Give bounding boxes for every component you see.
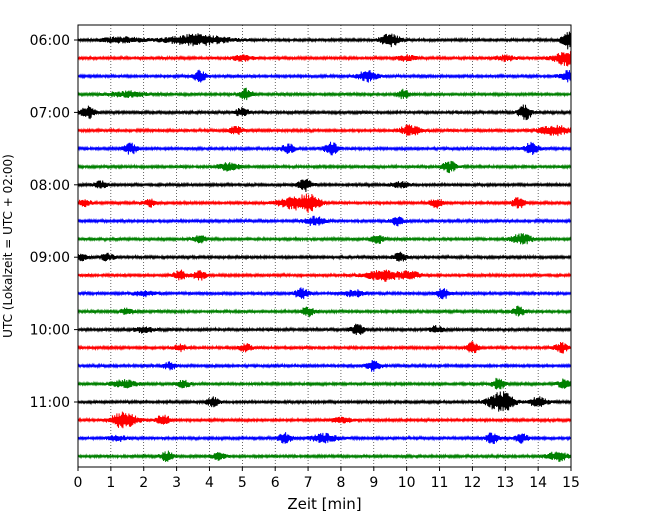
trace-row-1030 [77,359,572,372]
trace-row-0715 [77,124,572,137]
x-tick-label: 14 [529,475,547,491]
x-tick-label: 9 [369,475,378,491]
trace-row-0800 [77,179,572,193]
x-tick-label: 2 [139,475,148,491]
x-tick-label: 12 [463,475,481,491]
y-axis-ticks: 06:00 07:00 08:00 09:00 10:00 11:00 [30,33,78,411]
seismic-traces [77,31,572,462]
x-tick-label: 10 [398,475,416,491]
y-tick-label: 07:00 [30,105,70,121]
trace-row-0645 [77,87,572,101]
plot-frame [77,24,572,468]
x-axis-ticks: 0 1 2 3 4 5 6 7 8 9 10 11 12 13 14 15 [74,467,580,491]
x-axis-label: Zeit [min] [287,495,361,513]
trace-row-0915 [77,269,572,282]
trace-row-1015 [77,341,572,354]
trace-row-0930 [77,287,572,300]
x-tick-label: 6 [271,475,280,491]
trace-row-1130 [77,432,572,445]
trace-row-0730 [77,141,572,156]
x-tick-label: 11 [431,475,449,491]
y-tick-label: 11:00 [30,395,70,411]
trace-row-1000 [77,323,572,336]
x-tick-label: 4 [205,475,214,491]
y-tick-label: 09:00 [30,250,70,266]
y-axis-label: UTC (Lokalzeit = UTC + 02:00) [1,154,15,338]
x-tick-label: 15 [562,475,580,491]
x-tick-label: 8 [336,475,345,491]
y-tick-label: 10:00 [30,323,70,339]
trace-row-0700 [77,104,572,121]
trace-row-0945 [77,305,572,318]
trace-row-1145 [77,450,572,462]
trace-row-0600 [77,31,572,50]
x-tick-label: 3 [172,475,181,491]
x-tick-label: 13 [496,475,514,491]
y-tick-label: 06:00 [30,33,70,49]
trace-row-0630 [77,69,572,83]
trace-row-1045 [77,377,572,390]
y-tick-label: 08:00 [30,178,70,194]
trace-row-0900 [77,251,572,262]
x-tick-label: 1 [106,475,115,491]
trace-row-0815 [77,193,572,213]
trace-row-1100 [77,391,572,412]
x-tick-label: 7 [304,475,313,491]
x-tick-label: 5 [238,475,247,491]
trace-row-0615 [77,51,572,67]
trace-row-0845 [77,233,572,245]
x-tick-label: 0 [74,475,83,491]
trace-row-1115 [77,411,572,429]
trace-row-0745 [77,160,572,174]
trace-row-0830 [77,215,572,227]
